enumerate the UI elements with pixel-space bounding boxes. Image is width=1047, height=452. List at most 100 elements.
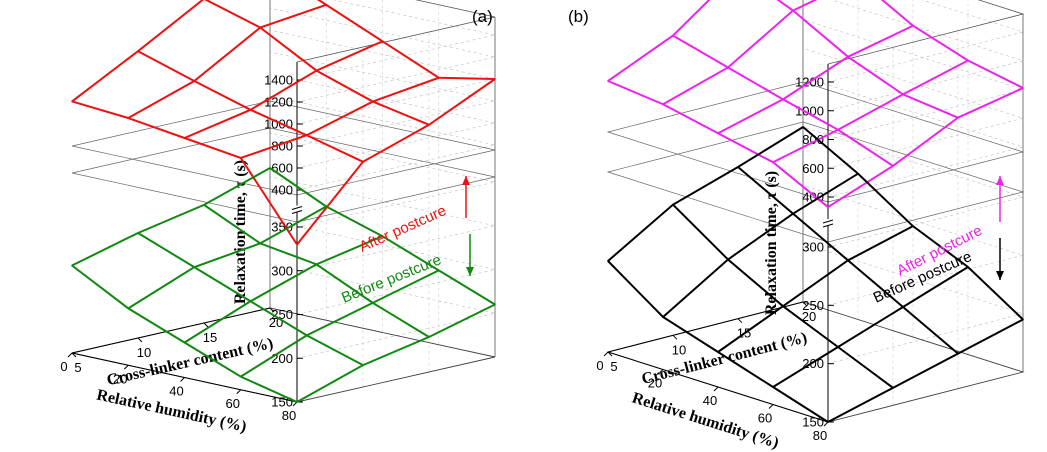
data-point [727,66,729,69]
data-point [957,116,959,119]
frame-top [296,0,496,63]
axis-break-mark [822,223,834,228]
surface-grid-line [662,172,859,318]
z-tick-label: 150 [802,415,824,430]
data-point [737,166,739,168]
surface-grid-line [184,40,383,139]
panel-label: (b) [568,7,589,26]
data-point [71,100,73,103]
grid-lines [269,0,496,403]
x-tick-label: 20 [648,376,662,391]
surface-grid-line [127,3,327,119]
data-point [1022,87,1024,89]
y-axis-title: Cross-linker content (%) [640,329,809,388]
data-point [672,203,674,206]
data-point [325,205,328,208]
z-tick-label: 300 [271,263,293,278]
grid-lines [802,0,1025,423]
data-point [296,243,298,246]
y-tick-label: 5 [74,360,81,375]
x-tick-label: 20 [113,371,127,386]
x-tick-label: 40 [169,384,183,399]
axis-break-plane [606,121,1025,243]
data-point [249,300,252,303]
y-tick-mark [607,351,613,357]
z-tick-label: 800 [802,132,824,147]
data-point [802,126,804,128]
data-point [1022,318,1024,321]
axis-break-mark [822,219,834,224]
y-tick-mark [71,352,77,358]
data-point [662,103,664,106]
z-tick-label: 600 [802,161,824,176]
data-point [902,306,904,308]
arrow-up-head [462,176,470,185]
x-tick-mark [603,351,609,357]
data-point [772,161,774,164]
surface-grid-line [827,318,1024,423]
surface-grid-line [662,0,818,106]
data-point [792,212,794,215]
data-point [967,266,969,268]
x-tick-mark [713,386,719,392]
surface-grid-line [71,0,205,103]
data-point [193,80,196,82]
surface-grid-line [127,205,327,310]
x-tick-mark [768,404,774,409]
axis-frame [71,0,496,403]
data-point [315,69,318,72]
surface-series-before-postcure [71,167,496,403]
surface-grid-line [880,0,1024,89]
data-point [428,124,430,126]
surface-grid-line [296,303,496,403]
z-axis-title: Relaxation time, τ (s) [232,160,249,304]
data-point [381,40,384,43]
x-tick-mark [123,364,129,370]
data-point [792,9,794,12]
grid-line [296,0,496,81]
panel-label: (a) [472,7,493,26]
data-point [428,336,430,338]
data-point [371,302,374,304]
grid-line [802,243,1025,364]
data-point [837,128,839,131]
data-point [239,157,242,159]
data-point [183,341,186,344]
data-point [193,266,196,268]
grid-line [269,220,496,315]
data-point [717,132,719,135]
surface-grid-line [71,167,271,267]
data-point [269,167,271,169]
data-point [437,269,440,272]
data-point [902,93,904,96]
data-point [772,386,774,388]
axis-break-plane [71,100,496,196]
data-point [494,303,496,306]
data-point [827,421,829,423]
surface-series-after-postcure [71,0,496,246]
data-point [967,59,969,62]
surface-grid-line [71,264,298,403]
y-tick-label: 10 [672,342,686,357]
panel-a: 1502002503003504006008001000120014000204… [60,0,496,436]
data-point [892,387,894,389]
y-tick-label: 10 [137,345,151,360]
data-point [259,242,262,245]
data-point [912,225,914,227]
arrow-down-head [466,267,474,276]
x-tick-mark [67,352,73,358]
data-point [137,232,139,234]
y-tick-mark [203,322,209,328]
axis-break-mark [291,206,303,210]
data-point [239,375,242,378]
x-tick-label: 0 [60,359,67,374]
data-point [305,134,308,137]
x-tick-label: 80 [282,408,296,423]
y-tick-label: 20 [802,309,816,324]
grid-line [802,76,1025,198]
axis-break-plane [71,127,496,223]
surface-grid-line [717,24,914,135]
